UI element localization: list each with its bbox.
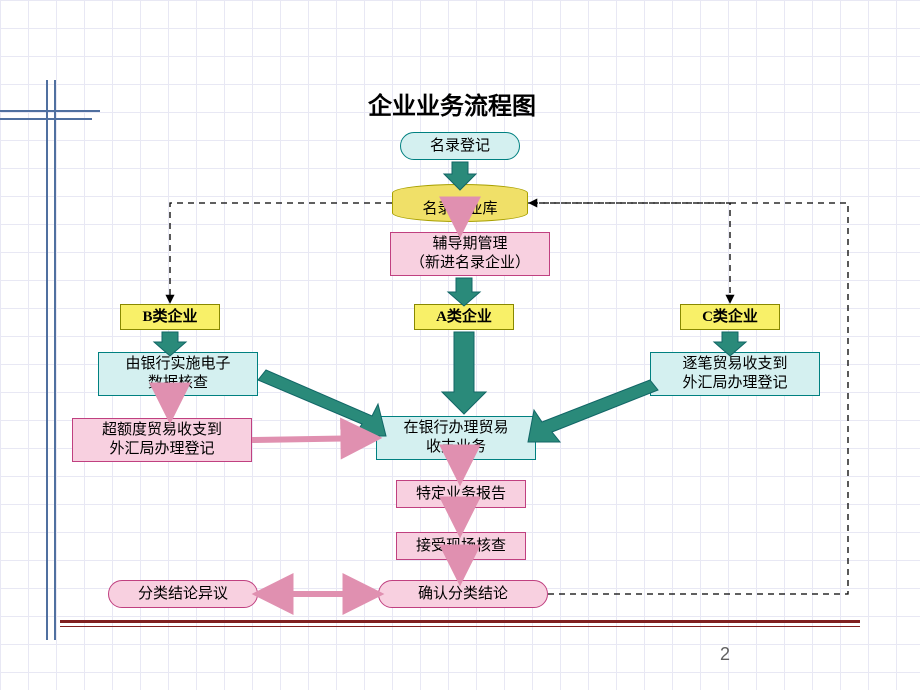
page-number: 2 xyxy=(720,644,730,665)
node-inspect: 接受现场核查 xyxy=(396,532,526,560)
node-class-a: A类企业 xyxy=(414,304,514,330)
node-over-register: 超额度贸易收支到 外汇局办理登记 xyxy=(72,418,252,462)
node-database-label: 名录企业库 xyxy=(422,197,497,218)
node-guidance: 辅导期管理 （新进名录企业） xyxy=(390,232,550,276)
bottom-rule-thin xyxy=(60,626,860,627)
corner-left-2 xyxy=(54,80,56,640)
node-class-c: C类企业 xyxy=(680,304,780,330)
node-class-b: B类企业 xyxy=(120,304,220,330)
node-bank-check: 由银行实施电子 数据核查 xyxy=(98,352,258,396)
node-database: 名录企业库 xyxy=(392,184,528,222)
node-confirm: 确认分类结论 xyxy=(378,580,548,608)
node-report: 特定业务报告 xyxy=(396,480,526,508)
node-register: 名录登记 xyxy=(400,132,520,160)
diagram-title: 企业业务流程图 xyxy=(368,86,536,121)
bottom-rule-thick xyxy=(60,620,860,623)
corner-top xyxy=(0,110,100,112)
node-each-register: 逐笔贸易收支到 外汇局办理登记 xyxy=(650,352,820,396)
node-dispute: 分类结论异议 xyxy=(108,580,258,608)
node-bank-trade: 在银行办理贸易 收支业务 xyxy=(376,416,536,460)
corner-left xyxy=(46,80,48,640)
